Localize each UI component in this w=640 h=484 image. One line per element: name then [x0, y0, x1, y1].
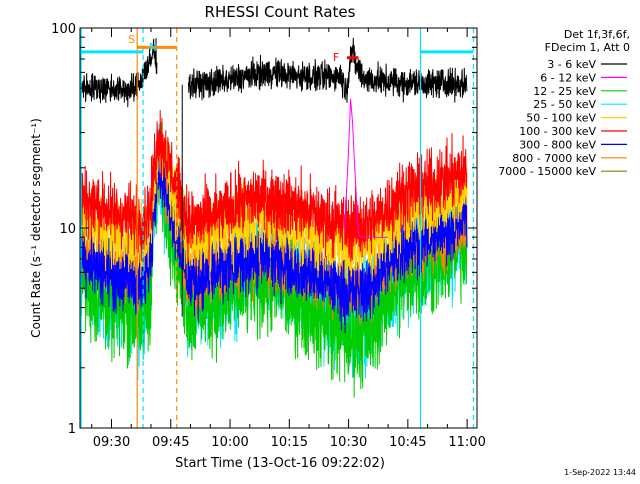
y-tick-label: 100	[51, 22, 76, 37]
legend-label: 50 - 100 keV	[526, 112, 596, 125]
x-tick-label: 09:30	[93, 435, 130, 450]
annotation-f-label: F	[333, 51, 339, 64]
legend-label: 300 - 800 keV	[519, 138, 596, 151]
series-line-6-12-kev	[344, 98, 389, 238]
footer-timestamp: 1-Sep-2022 13:44	[564, 468, 636, 477]
series-line-3-6-kev	[80, 37, 158, 108]
x-tick-label: 10:00	[211, 435, 248, 450]
chart-title: RHESSI Count Rates	[205, 3, 356, 21]
x-tick-label: 09:45	[152, 435, 189, 450]
legend-label: 7000 - 15000 keV	[498, 165, 596, 178]
legend-label: 3 - 6 keV	[547, 58, 596, 71]
annotation-s-label: S	[128, 33, 135, 46]
series-line-100-300-kev	[80, 109, 468, 263]
axes-layer: 09:30 09:45 10:00 10:15 10:30 10:45 11:00 1 10 10…	[51, 22, 486, 450]
legend-header-line: Det 1f,3f,6f,	[564, 28, 630, 41]
x-tick-label: 10:30	[330, 435, 367, 450]
legend-label: 6 - 12 keV	[540, 71, 596, 84]
x-axis-label: Start Time (13-Oct-16 09:22:02)	[175, 456, 385, 471]
legend-header-line: FDecim 1, Att 0	[545, 41, 630, 54]
legend-label: 25 - 50 keV	[533, 98, 596, 111]
annotation-n-label: N	[149, 41, 157, 54]
y-tick-label: 10	[59, 222, 76, 237]
series-line-3-6-kev	[188, 37, 468, 103]
x-tick-label: 11:00	[448, 435, 485, 450]
series-line-300-800-kev	[80, 130, 468, 334]
y-tick-label: 1	[68, 422, 76, 437]
x-tick-label: 10:45	[389, 435, 426, 450]
data-layer	[80, 37, 468, 398]
legend-label: 12 - 25 keV	[533, 85, 596, 98]
x-tick-label: 10:15	[271, 435, 308, 450]
y-axis-label: Count Rate (s⁻¹ detector segment⁻¹)	[29, 118, 43, 338]
legend-label: 100 - 300 keV	[519, 125, 596, 138]
legend-label: 800 - 7000 keV	[512, 152, 596, 165]
